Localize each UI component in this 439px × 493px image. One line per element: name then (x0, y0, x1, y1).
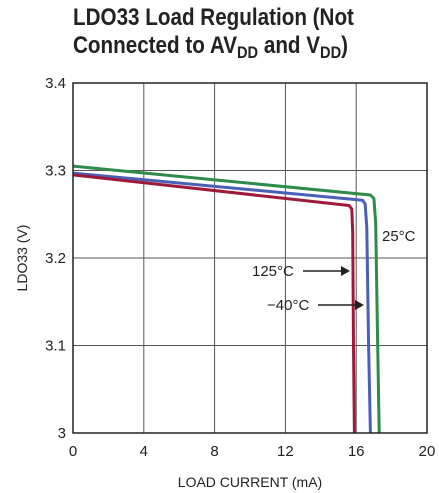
series-line-125c (72, 173, 356, 434)
chart-title-line2: Connected to AVDD and VDD) (73, 32, 383, 62)
series-line-minus40c (72, 171, 372, 434)
x-tick-label: 8 (210, 443, 218, 460)
y-axis-label: LDO33 (V) (14, 225, 30, 292)
annotation-25c: 25°C (382, 228, 416, 245)
plot-frame (72, 82, 428, 434)
y-tick-label: 3.3 (45, 163, 66, 180)
y-tick-label: 3 (58, 425, 66, 442)
x-tick-label: 4 (140, 443, 148, 460)
y-tick-label: 3.4 (45, 75, 66, 92)
series-line-25c (72, 164, 381, 434)
annotation-minus40c: −40°C (267, 297, 309, 314)
arrow-minus40c-head (355, 300, 364, 310)
title-sub2: DD (320, 43, 342, 62)
annotations: 25°C 125°C −40°C (252, 228, 416, 314)
title-prefix: Connected to AV (73, 32, 237, 59)
title-suffix: ) (341, 32, 349, 59)
x-tick-label: 16 (348, 443, 365, 460)
annotation-125c: 125°C (252, 263, 294, 280)
series-group (72, 164, 381, 434)
chart-title-line1: LDO33 Load Regulation (Not (73, 4, 354, 31)
x-tick-label: 12 (277, 443, 294, 460)
title-mid: and V (258, 32, 321, 59)
arrow-125c-head (341, 266, 350, 276)
chart-title: LDO33 Load Regulation (Not Connected to … (73, 4, 383, 62)
tick-labels: 0 4 8 12 16 20 3 3.1 3.2 3.3 3.4 (45, 75, 435, 460)
x-tick-label: 20 (419, 443, 436, 460)
title-sub1: DD (236, 43, 259, 62)
x-tick-label: 0 (69, 443, 77, 460)
x-axis-label: LOAD CURRENT (mA) (178, 474, 322, 490)
grid (73, 83, 427, 433)
y-tick-label: 3.2 (45, 250, 66, 267)
y-tick-label: 3.1 (45, 338, 66, 355)
